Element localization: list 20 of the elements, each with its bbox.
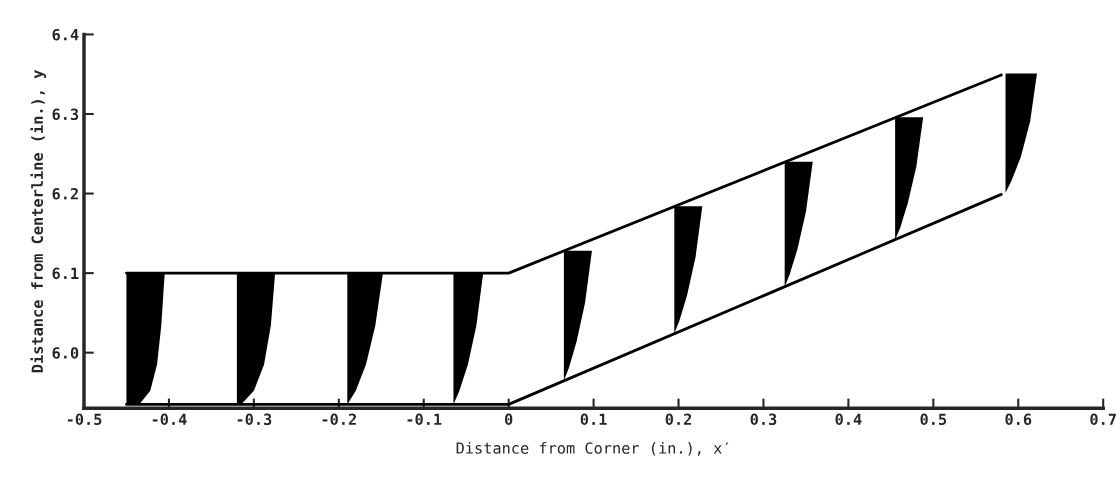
y-tick-label: 6.0 xyxy=(52,347,79,359)
x-tick-label: -0.5 xyxy=(67,413,102,426)
y-tick-label: 6.2 xyxy=(52,188,78,200)
x-tick-label: -0.2 xyxy=(322,413,356,426)
x-tick-label: 0.6 xyxy=(1005,413,1032,426)
x-tick-label: 0 xyxy=(504,413,513,426)
x-tick-label: 0.3 xyxy=(750,413,777,426)
x-tick-label: -0.3 xyxy=(237,413,272,426)
y-axis-title: Distance from Centerline (in.), y xyxy=(30,70,46,373)
x-axis-title: Distance from Corner (in.), x′ xyxy=(456,441,729,456)
x-tick-label: -0.1 xyxy=(407,413,442,426)
y-tick-label: 6.4 xyxy=(52,28,79,41)
x-tick-label: 0.5 xyxy=(920,413,947,426)
y-tick-label: 6.1 xyxy=(52,267,79,280)
x-tick-label: 0.4 xyxy=(835,413,862,426)
y-tick-label: 6.3 xyxy=(52,108,79,121)
x-tick-label: -0.4 xyxy=(152,413,187,426)
x-tick-label: 0.2 xyxy=(665,413,692,426)
x-tick-label: 0.1 xyxy=(580,413,607,426)
x-tick-label: 0.7 xyxy=(1090,413,1116,426)
